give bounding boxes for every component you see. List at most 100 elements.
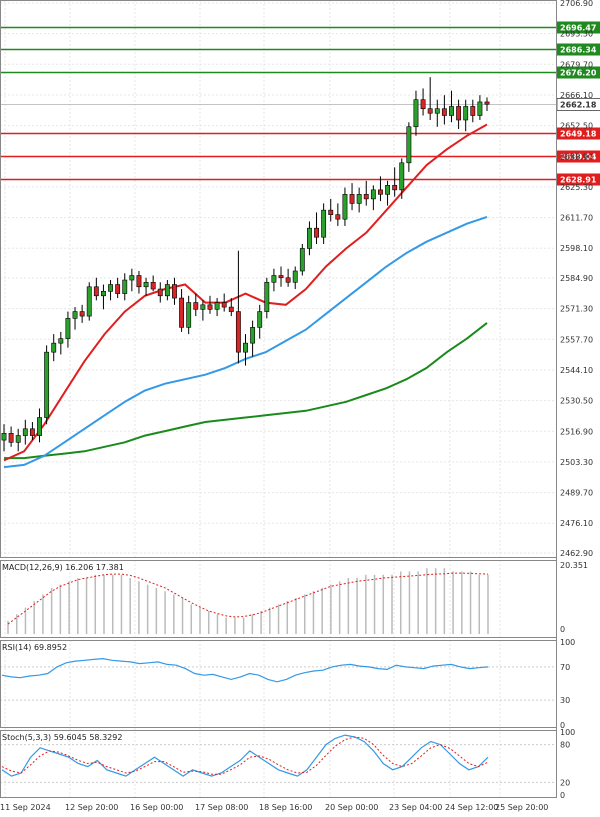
candle (363, 194, 369, 200)
candle (150, 281, 156, 290)
candle (335, 214, 341, 220)
time-axis-label: 12 Sep 20:00 (65, 803, 118, 812)
macd-pane: MACD(12,26,9) 16.206 17.381 (2, 563, 489, 634)
candle (72, 311, 78, 319)
candle (58, 338, 64, 344)
candle (136, 275, 142, 288)
price-tick-label: 2666.10 (560, 91, 593, 100)
candle (243, 342, 248, 353)
candle (420, 99, 426, 110)
stoch-axis-tick: 80 (560, 741, 570, 750)
resistance-level-label-bg (557, 66, 600, 79)
candle (456, 106, 462, 121)
support-level-label: 2649.18 (560, 130, 597, 139)
candle (271, 275, 277, 283)
price-tick-label: 2516.90 (560, 427, 593, 436)
candle (228, 306, 234, 312)
time-axis-label: 17 Sep 08:00 (195, 803, 248, 812)
candle (101, 290, 106, 297)
price-tick-label: 2638.90 (560, 152, 593, 161)
candle (207, 304, 213, 310)
stoch-axis-tick: 0 (560, 791, 565, 800)
candle (193, 302, 199, 310)
support-level-label: 2628.91 (560, 176, 597, 185)
price-tick-label: 2598.10 (560, 244, 593, 253)
candle (79, 311, 85, 317)
time-axis-label: 16 Sep 00:00 (130, 803, 183, 812)
stoch-pane: Stoch(5,3,3) 59.6045 58.3292 (0, 733, 556, 783)
candle (470, 106, 476, 116)
candle (65, 318, 71, 339)
rsi-axis-tick: 100 (560, 638, 575, 647)
rsi-pane: RSI(14) 69.8952 (0, 643, 556, 701)
macd-signal-line (7, 572, 489, 625)
price-tick-label: 2625.30 (560, 183, 593, 192)
price-tick-label: 2571.30 (560, 305, 593, 314)
stoch-axis-tick: 20 (560, 778, 570, 787)
time-axis-label: 25 Sep 20:00 (495, 803, 548, 812)
price-tick-label: 2462.90 (560, 549, 593, 558)
candle (115, 284, 121, 294)
support-level-label-bg (557, 127, 600, 140)
time-axis-label: 18 Sep 16:00 (259, 803, 312, 812)
candle (427, 108, 433, 114)
price-tick-label: 2476.10 (560, 519, 593, 528)
price-tick-label: 2706.90 (560, 0, 593, 8)
candle (278, 275, 284, 279)
rsi-axis-tick: 30 (560, 696, 570, 705)
price-tick-label: 2693.30 (560, 30, 593, 39)
time-axis-label: 24 Sep 12:00 (445, 803, 498, 812)
resistance-level-label: 2676.20 (560, 69, 597, 78)
candle (15, 435, 21, 443)
support-level-label: 2639.04 (560, 153, 597, 162)
ma-fast-line (3, 123, 488, 462)
macd-axis-top: 20.351 (560, 561, 588, 570)
candle (22, 428, 28, 436)
candle (413, 99, 419, 128)
candle (477, 101, 483, 116)
candle (129, 275, 135, 281)
rsi-axis-tick: 70 (560, 663, 570, 672)
price-tick-label: 2530.50 (560, 397, 593, 406)
candle (441, 108, 447, 116)
rsi-label: RSI(14) 69.8952 (2, 643, 67, 652)
price-tick-label: 2679.70 (560, 60, 593, 69)
candle (356, 194, 362, 204)
candle (8, 433, 14, 443)
candle (292, 270, 298, 283)
candle (29, 428, 35, 436)
stoch-label: Stoch(5,3,3) 59.6045 58.3292 (2, 733, 122, 742)
candle (235, 311, 241, 353)
price-tick-label: 2544.10 (560, 366, 593, 375)
price-pane: 2696.47 2686.34 2676.20 2649.18 2639.04 2628.… (0, 21, 600, 469)
resistance-level-label: 2686.34 (560, 46, 597, 55)
price-tick-label: 2584.90 (560, 274, 593, 283)
candle (164, 284, 170, 297)
candle (221, 302, 227, 308)
resistance-level-label-bg (557, 21, 600, 34)
price-tick-label: 2557.70 (560, 335, 593, 344)
candle (179, 297, 185, 328)
price-tick-label: 2503.30 (560, 458, 593, 467)
candle (37, 417, 42, 436)
candle (93, 286, 99, 297)
candle (328, 209, 334, 215)
candle (172, 284, 177, 299)
ma-slow-line (4, 322, 488, 460)
candle (143, 281, 149, 288)
candle (370, 189, 376, 200)
candle (449, 106, 454, 116)
candle (392, 185, 398, 191)
candle (51, 342, 57, 353)
candle (44, 351, 50, 418)
candle (349, 194, 355, 204)
candle (157, 288, 163, 297)
time-axis-label: 11 Sep 2024 (0, 803, 51, 812)
candle (463, 106, 469, 121)
candle (314, 227, 319, 238)
candle (406, 126, 412, 164)
resistance-level-label-bg (557, 43, 600, 56)
candle (484, 101, 490, 105)
